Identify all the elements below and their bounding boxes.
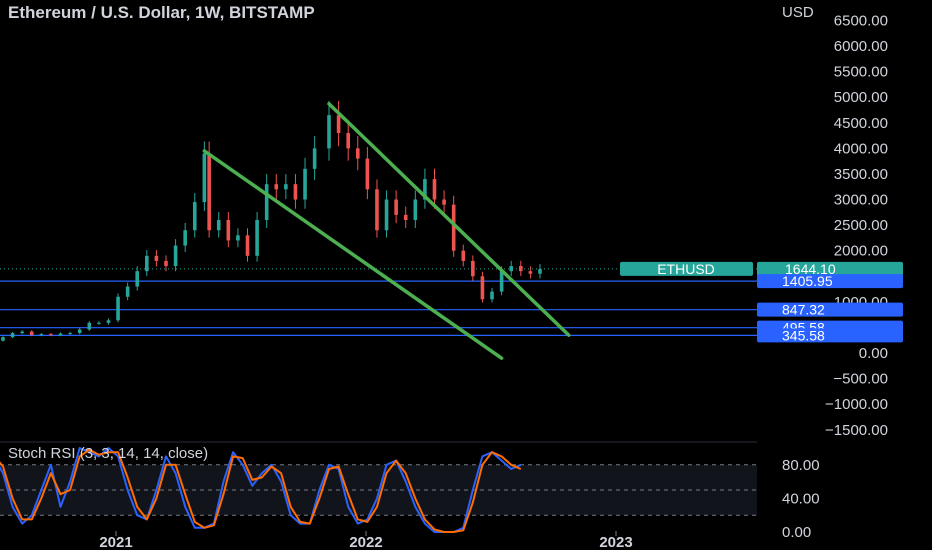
candle (145, 255, 149, 272)
level-tag-bg (757, 302, 903, 317)
price-axis-tick: −1000.00 (825, 396, 888, 413)
candle (499, 271, 504, 292)
candle (255, 220, 259, 256)
candle (245, 235, 250, 256)
chart-title: Ethereum / U.S. Dollar, 1W, BITSTAMP (8, 3, 315, 22)
candle (1, 337, 5, 341)
candle (528, 271, 533, 274)
time-axis-tick: 2022 (349, 534, 382, 550)
candle (173, 245, 178, 267)
candle (20, 331, 24, 334)
candle (518, 266, 523, 272)
candle (192, 202, 197, 231)
axes: USD 6500.00 6000.00 5500.00 5000.00 4500.00 40… (99, 4, 888, 550)
price-axis-tick: 4000.00 (834, 140, 888, 157)
candle (327, 115, 331, 149)
candle (384, 199, 389, 231)
price-axis-tick: 2000.00 (834, 243, 888, 260)
stoch-axis-tick: 80.00 (782, 457, 820, 474)
stoch-axis-tick: 0.00 (782, 524, 811, 541)
time-axis-tick: 2021 (99, 534, 132, 550)
candle (312, 148, 317, 169)
candle (264, 184, 269, 220)
price-axis-tick: 2500.00 (834, 217, 888, 234)
candle (394, 199, 398, 215)
last-price-tag: 1644.10 (785, 261, 836, 277)
level-tag-bg (757, 328, 903, 343)
candle (77, 329, 82, 334)
candle (39, 334, 44, 336)
candle (154, 255, 159, 261)
candle (284, 184, 288, 190)
candle (87, 322, 92, 330)
stoch-series-line (0, 448, 522, 533)
symbol-tag-bg (620, 261, 753, 276)
candle (490, 291, 494, 300)
candle (365, 158, 370, 190)
candle (49, 334, 53, 336)
symbol-tag: ETHUSD (657, 261, 715, 277)
candle (355, 148, 360, 159)
stoch-rsi-pane[interactable] (0, 447, 757, 533)
candle (403, 214, 408, 220)
candle (164, 260, 168, 267)
candle (58, 333, 63, 336)
level-tag: 345.58 (782, 327, 825, 343)
candle (538, 269, 542, 274)
price-axis-tick: −500.00 (833, 371, 888, 388)
time-axis-tick: 2023 (599, 534, 632, 550)
candle (226, 220, 231, 241)
price-axis-unit: USD (782, 4, 814, 21)
price-axis-tick: 6000.00 (834, 38, 888, 55)
candle (442, 199, 446, 205)
candle (303, 168, 307, 200)
price-axis-tick: −1500.00 (825, 422, 888, 439)
level-tag: 1405.95 (782, 273, 833, 289)
candle (346, 133, 350, 149)
candle (10, 333, 15, 338)
candle (451, 204, 456, 251)
level-tag: 847.32 (782, 302, 825, 318)
candle (471, 260, 475, 277)
candle (216, 220, 221, 231)
candle (432, 179, 437, 200)
price-axis-tick: 4500.00 (834, 115, 888, 132)
candle (125, 286, 130, 297)
trendline (202, 149, 504, 360)
stoch-axis-tick: 40.00 (782, 490, 820, 507)
candle (207, 153, 211, 231)
candle (423, 179, 427, 200)
trendline (327, 102, 571, 337)
price-axis-tick: 5000.00 (834, 89, 888, 106)
stoch-series-line (0, 447, 522, 533)
candle (375, 189, 379, 231)
price-axis-tick: 6500.00 (834, 12, 888, 29)
level-tag-bg (757, 274, 903, 289)
candle (274, 184, 279, 190)
price-axis-tick: 3000.00 (834, 192, 888, 209)
price-axis-tick: 3500.00 (834, 166, 888, 183)
candle (29, 331, 34, 336)
candle (293, 184, 298, 200)
candle (106, 320, 111, 323)
candle (116, 296, 120, 321)
candle (509, 266, 514, 272)
candle (413, 199, 418, 220)
indicator-label: Stoch RSI (3, 3, 14, 14, close) (8, 445, 209, 462)
candle (97, 322, 101, 324)
candle (480, 276, 485, 300)
candle (236, 235, 240, 241)
candle (135, 271, 140, 287)
candle (202, 153, 207, 203)
price-axis-tick: 0.00 (859, 345, 888, 362)
candle (183, 230, 187, 246)
candle (68, 333, 72, 335)
candle (336, 115, 341, 134)
candle (461, 250, 466, 261)
price-axis-tick: 5500.00 (834, 64, 888, 81)
last-price-tag-bg (757, 261, 903, 276)
